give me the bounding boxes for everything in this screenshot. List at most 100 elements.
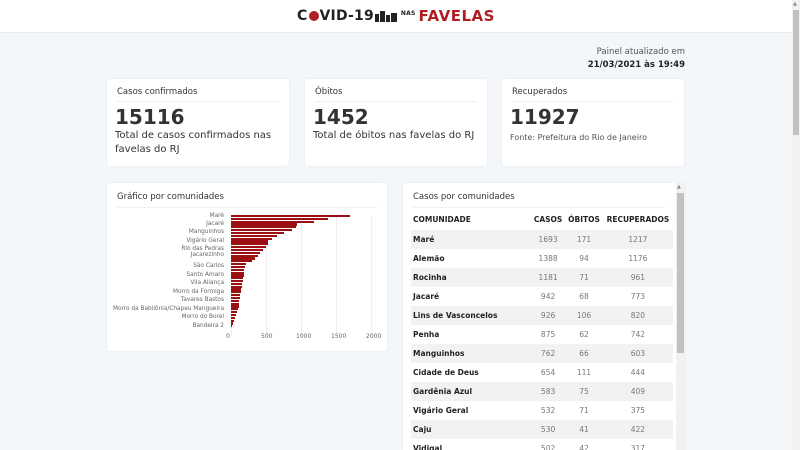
- logo-text-covid: VID-19: [319, 8, 374, 24]
- chart-bar[interactable]: [231, 217, 329, 220]
- cases-value: 530: [531, 420, 566, 439]
- deaths-value: 71: [565, 268, 603, 287]
- chart-bar[interactable]: [231, 223, 297, 226]
- x-axis-tick-label: 1500: [331, 333, 347, 340]
- page-scrollbar-thumb[interactable]: [793, 10, 799, 135]
- chart-bar[interactable]: [231, 319, 235, 322]
- covid19-nas-favelas-logo[interactable]: C VID-19 NAS FAVELAS: [297, 7, 495, 25]
- table-scrollbar[interactable]: ▲: [676, 183, 685, 450]
- chart-bar[interactable]: [231, 279, 243, 283]
- cases-value: 532: [540, 406, 556, 415]
- table-row: Vigário Geral 532 71 375: [411, 401, 673, 420]
- chart-bar[interactable]: [231, 305, 239, 308]
- deaths-value: 68: [579, 292, 589, 301]
- chart-bar[interactable]: [231, 229, 293, 232]
- x-axis-tick-label: 1000: [296, 333, 312, 340]
- deaths-value: 75: [565, 382, 603, 401]
- column-header-cases: CASOS: [533, 215, 563, 224]
- community-name: Penha: [413, 330, 440, 339]
- recovered-value: 1176: [628, 254, 648, 263]
- chart-bar[interactable]: [231, 288, 242, 291]
- y-axis-category-label: Maré: [209, 212, 224, 219]
- chart-bar[interactable]: [231, 246, 267, 249]
- recovered-value: 961: [602, 268, 673, 287]
- chart-panel: Gráfico por comunidades 0 500 1000 1500 2000…: [107, 183, 387, 351]
- chart-bar[interactable]: [231, 308, 238, 311]
- community-name: Maré: [411, 230, 531, 249]
- page-scrollbar[interactable]: ▲: [792, 0, 800, 450]
- chart-bar[interactable]: [231, 226, 296, 229]
- chart-bar[interactable]: [231, 248, 264, 252]
- data-source: Fonte: Prefeitura do Rio de Janeiro: [510, 133, 647, 142]
- card-description: Total de casos confirmados nas favelas d…: [115, 130, 272, 155]
- x-axis-tick-label: 2000: [366, 333, 382, 340]
- last-updated: Painel atualizado em 21/03/2021 às 19:49: [588, 46, 685, 72]
- chart-bar[interactable]: [231, 294, 241, 297]
- chart-bar[interactable]: [231, 316, 236, 319]
- logo-text-favelas: FAVELAS: [418, 7, 495, 25]
- y-axis-category-label: Tavares Bastos: [180, 297, 224, 304]
- chart-bar[interactable]: [231, 240, 269, 243]
- chart-bar[interactable]: [231, 277, 243, 280]
- community-name: Alemão: [413, 254, 445, 263]
- table-row: Cidade de Deus 654 111 444: [411, 363, 673, 382]
- cases-value: 1388: [538, 254, 558, 263]
- chart-bar[interactable]: [231, 271, 244, 274]
- chart-bar[interactable]: [231, 237, 272, 240]
- table-scrollbar-thumb[interactable]: [677, 193, 684, 353]
- cases-value: 942: [540, 292, 556, 301]
- chart-bar[interactable]: [231, 220, 314, 223]
- chart-bar[interactable]: [231, 282, 243, 285]
- communities-bar-chart: 0 500 1000 1500 2000 Maré Jacaré Manguinhos Vigá…: [107, 211, 387, 351]
- community-name: Rocinha: [411, 268, 531, 287]
- chart-bar[interactable]: [231, 274, 244, 277]
- chart-bar[interactable]: [231, 263, 246, 266]
- logo-text-nas: NAS: [400, 9, 416, 17]
- chart-bar[interactable]: [231, 215, 350, 218]
- recovered-value: 773: [630, 292, 646, 301]
- chart-bar[interactable]: [231, 260, 252, 263]
- chart-bar[interactable]: [231, 313, 237, 317]
- chart-bar[interactable]: [231, 291, 241, 294]
- chart-bar[interactable]: [231, 296, 240, 300]
- confirmed-cases-value: 15116: [115, 105, 185, 129]
- chart-bar[interactable]: [231, 302, 240, 305]
- x-axis-tick-label: 0: [226, 333, 230, 340]
- chart-bar[interactable]: [231, 254, 259, 257]
- chart-bar[interactable]: [231, 322, 234, 325]
- chart-bar[interactable]: [231, 234, 277, 237]
- table-panel-title: Casos por comunidades: [413, 183, 665, 208]
- chart-bar[interactable]: [231, 311, 238, 314]
- x-axis-tick-label: 500: [261, 333, 273, 340]
- card-title: Recuperados: [512, 79, 674, 102]
- chart-bar[interactable]: [231, 243, 269, 246]
- cases-value: 762: [531, 344, 566, 363]
- chart-gridline: [371, 216, 372, 336]
- table-row: Lins de Vasconcelos 926 106 820: [411, 306, 673, 325]
- chart-bar[interactable]: [231, 231, 285, 235]
- chart-gridline: [336, 216, 337, 336]
- recovered-value: 742: [630, 330, 646, 339]
- scroll-up-arrow-icon[interactable]: ▲: [677, 184, 681, 190]
- chart-bar[interactable]: [231, 325, 233, 328]
- scroll-up-arrow-icon[interactable]: ▲: [793, 1, 797, 7]
- chart-bar[interactable]: [231, 285, 242, 288]
- table-scroll-area[interactable]: COMUNIDADE CASOS ÓBITOS RECUPERADOS Maré…: [403, 207, 675, 450]
- chart-bar[interactable]: [231, 265, 245, 269]
- cases-value: 875: [540, 330, 556, 339]
- card-description: Total de óbitos nas favelas do RJ: [313, 130, 475, 141]
- deaths-value: 66: [565, 344, 603, 363]
- cases-value: 583: [531, 382, 566, 401]
- chart-bar[interactable]: [231, 251, 260, 254]
- recovered-value: 603: [602, 344, 673, 363]
- chart-bar[interactable]: [231, 268, 245, 271]
- chart-bar[interactable]: [231, 299, 240, 302]
- table-row: Maré 1693 171 1217: [411, 230, 673, 249]
- updated-date: 21/03/2021 às 19:49: [587, 60, 685, 70]
- column-header-community: COMUNIDADE: [413, 215, 471, 224]
- table-row: Gardênia Azul 583 75 409: [411, 382, 673, 401]
- chart-bar[interactable]: [231, 257, 255, 260]
- deaths-value: 41: [565, 420, 603, 439]
- y-axis-category-label: Vila Aliança: [190, 280, 224, 287]
- community-name: Gardênia Azul: [411, 382, 531, 401]
